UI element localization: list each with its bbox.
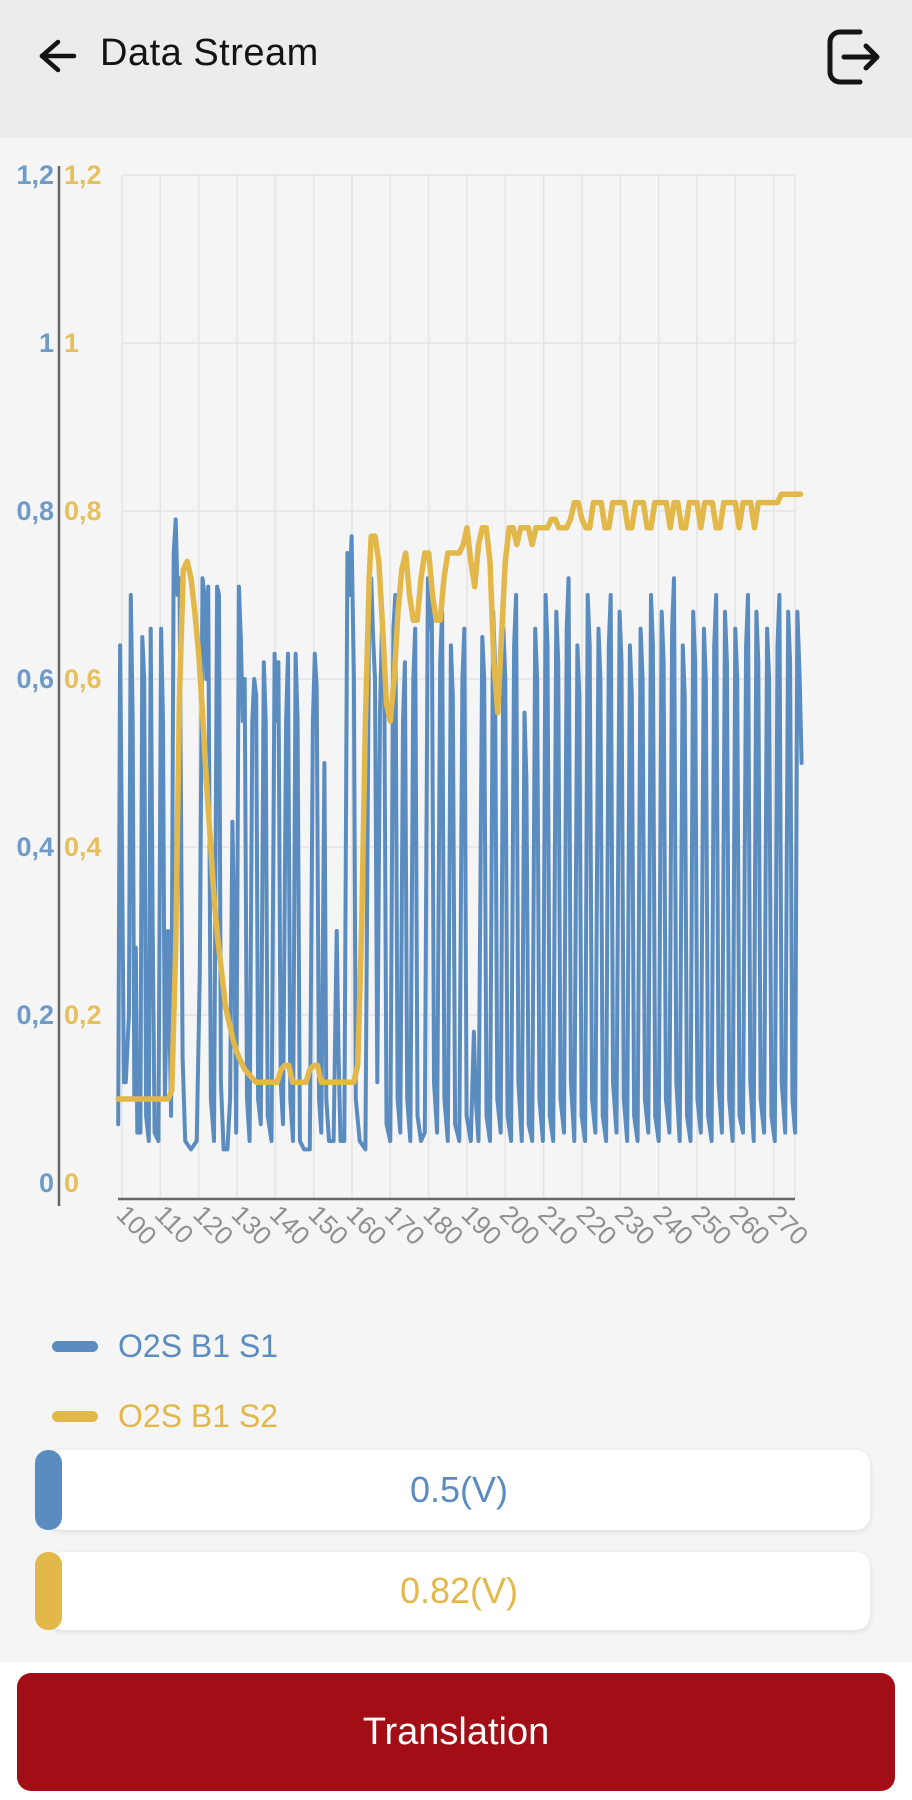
back-button[interactable] [30,30,82,82]
legend-item-o2s-b1-s1[interactable]: O2S B1 S1 [52,1324,278,1368]
legend-swatch-blue [52,1340,98,1352]
export-button[interactable] [820,24,888,90]
value-card-s2: 0.82(V) [35,1552,870,1630]
svg-text:0: 0 [64,1168,79,1198]
svg-text:0,4: 0,4 [16,832,54,862]
value-card-pill-blue [35,1450,62,1530]
legend-swatch-yellow [52,1410,98,1422]
arrow-left-icon [30,39,82,85]
page-title: Data Stream [100,32,319,74]
value-card-s1: 0.5(V) [35,1450,870,1530]
sensor-value-s2: 0.82(V) [399,1570,519,1611]
sensor-value-s1: 0.5(V) [409,1469,509,1510]
svg-text:0: 0 [39,1168,54,1198]
header: Data Stream [0,0,912,138]
export-icon [820,29,888,93]
svg-text:1,2: 1,2 [64,160,102,190]
svg-text:270: 270 [762,1199,814,1251]
svg-text:0,4: 0,4 [64,832,102,862]
svg-text:1,2: 1,2 [16,160,54,190]
value-card-pill-yellow [35,1552,62,1630]
line-chart: 0 00,2 0,20,4 0,40,6 0,60,8 0,81 11,2 1,2100110… [16,160,814,1251]
svg-text:1: 1 [39,328,54,358]
series-line-o2s-b1-s2 [115,491,804,1102]
legend-label: O2S B1 S1 [118,1327,279,1364]
svg-text:1: 1 [64,328,79,358]
translation-button[interactable]: Translation [17,1673,895,1791]
svg-text:0,2: 0,2 [64,1000,102,1030]
svg-text:0,8: 0,8 [64,496,102,526]
legend-label: O2S B1 S2 [118,1397,279,1434]
footer: Translation [0,1662,912,1800]
legend-item-o2s-b1-s2[interactable]: O2S B1 S2 [52,1394,278,1438]
svg-text:0,8: 0,8 [16,496,54,526]
svg-text:0,6: 0,6 [16,664,54,694]
svg-text:0,2: 0,2 [16,1000,54,1030]
svg-text:0,6: 0,6 [64,664,102,694]
series-line-o2s-b1-s1 [116,517,804,1152]
